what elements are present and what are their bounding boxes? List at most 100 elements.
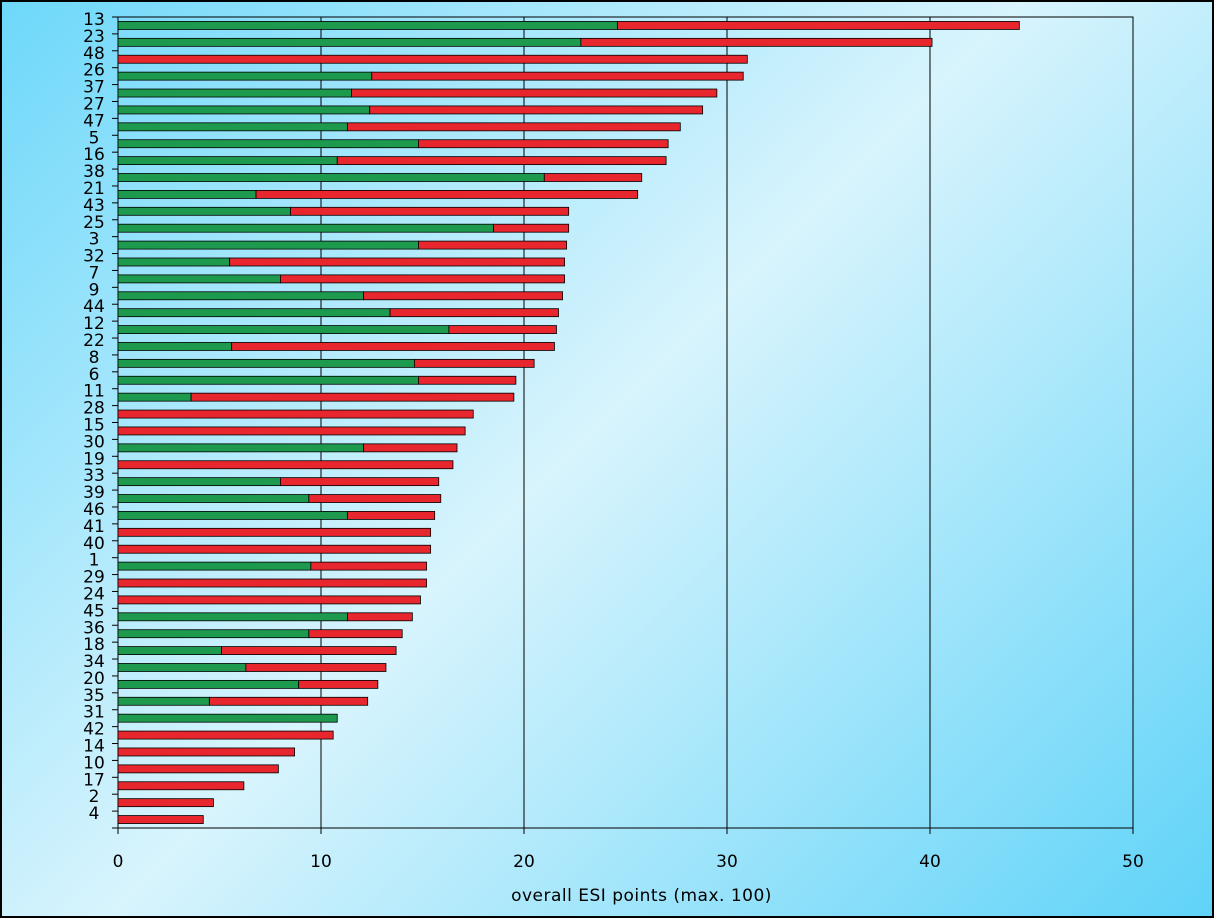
- bar-15-series-2: [117, 426, 466, 436]
- bar-45-series-1: [117, 612, 348, 622]
- bar-44-series-2: [389, 308, 559, 318]
- category-label-39: 39: [83, 483, 105, 503]
- category-label-38: 38: [83, 162, 105, 182]
- bar-21-series-2: [255, 190, 639, 199]
- bar-31-series-1: [117, 713, 338, 723]
- category-label-25: 25: [83, 213, 105, 233]
- bar-27-series-2: [369, 105, 704, 115]
- category-label-41: 41: [83, 517, 105, 537]
- category-label-2: 2: [89, 787, 100, 807]
- bar-39-series-1: [117, 494, 310, 503]
- bar-44-series-1: [117, 308, 391, 318]
- category-label-1: 1: [89, 551, 100, 571]
- bar-19-series-2: [117, 460, 454, 470]
- category-label-14: 14: [83, 737, 105, 757]
- bar-1-series-2: [310, 561, 427, 571]
- category-label-37: 37: [83, 78, 105, 98]
- bar-38-series-2: [543, 173, 643, 182]
- bar-3-series-1: [117, 240, 419, 250]
- bar-12-series-2: [448, 325, 557, 334]
- bar-14-series-2: [117, 747, 296, 757]
- category-label-31: 31: [83, 703, 105, 723]
- bar-45-series-2: [346, 612, 413, 622]
- bar-24-series-2: [117, 595, 421, 605]
- category-label-4: 4: [89, 804, 100, 824]
- bar-5-series-2: [418, 139, 669, 149]
- gridlines: [320, 17, 931, 828]
- category-label-40: 40: [83, 534, 105, 554]
- bar-47-series-1: [117, 122, 348, 132]
- bar-8-series-2: [413, 358, 535, 368]
- x-axis-title: overall ESI points (max. 100): [511, 886, 772, 906]
- category-label-11: 11: [83, 382, 105, 402]
- bar-42-series-2: [117, 730, 334, 740]
- bar-35-series-2: [208, 696, 369, 706]
- bar-23-series-2: [580, 37, 933, 47]
- category-label-24: 24: [83, 584, 105, 604]
- category-label-32: 32: [83, 247, 105, 267]
- bar-34-series-1: [117, 663, 247, 672]
- bar-10-series-2: [117, 764, 279, 774]
- bar-20-series-2: [298, 679, 379, 689]
- x-tick-labels: 0 10 20 30 40 50: [113, 852, 1144, 872]
- bar-48-series-2: [117, 54, 748, 64]
- bar-38-series-1: [117, 173, 545, 182]
- category-label-6: 6: [89, 365, 100, 385]
- bar-47-series-2: [346, 122, 681, 132]
- bar-16-series-1: [117, 156, 338, 166]
- category-label-34: 34: [83, 652, 105, 672]
- category-label-28: 28: [83, 399, 105, 419]
- bar-41-series-2: [117, 527, 432, 537]
- bar-23-series-1: [117, 37, 582, 47]
- category-label-27: 27: [83, 94, 105, 114]
- bar-37-series-2: [351, 88, 718, 98]
- bar-34-series-2: [245, 663, 387, 672]
- category-label-29: 29: [83, 568, 105, 588]
- category-label-7: 7: [89, 263, 100, 283]
- category-label-19: 19: [83, 449, 105, 469]
- bar-25-series-2: [493, 223, 570, 233]
- bar-40-series-2: [117, 544, 432, 554]
- category-label-44: 44: [83, 297, 105, 317]
- category-label-33: 33: [83, 466, 105, 486]
- category-label-16: 16: [83, 145, 105, 165]
- bar-39-series-2: [308, 494, 442, 503]
- category-label-3: 3: [89, 230, 100, 250]
- bar-46-series-2: [346, 511, 436, 520]
- category-label-13: 13: [83, 10, 105, 30]
- bar-9-series-2: [363, 291, 563, 301]
- category-label-48: 48: [83, 44, 105, 64]
- bar-13-series-2: [616, 21, 1020, 30]
- category-label-10: 10: [83, 753, 105, 773]
- bar-32-series-2: [229, 257, 566, 267]
- category-label-21: 21: [83, 179, 105, 199]
- category-label-8: 8: [89, 348, 100, 368]
- bar-30-series-1: [117, 443, 365, 453]
- bar-25-series-1: [117, 223, 494, 233]
- x-tick-label-10: 10: [310, 852, 332, 872]
- bar-13-series-1: [117, 21, 618, 30]
- bar-35-series-1: [117, 696, 210, 706]
- bar-28-series-2: [117, 409, 474, 419]
- x-tick-label-20: 20: [513, 852, 535, 872]
- category-label-36: 36: [83, 618, 105, 638]
- bar-26-series-2: [371, 71, 744, 81]
- bar-2-series-2: [117, 798, 214, 808]
- bar-9-series-1: [117, 291, 365, 301]
- bar-36-series-2: [308, 629, 403, 639]
- category-label-18: 18: [83, 635, 105, 655]
- bar-37-series-1: [117, 88, 352, 98]
- category-label-22: 22: [83, 331, 105, 351]
- bar-1-series-1: [117, 561, 312, 571]
- category-label-35: 35: [83, 686, 105, 706]
- bar-16-series-2: [336, 156, 667, 166]
- bar-32-series-1: [117, 257, 231, 267]
- bar-18-series-1: [117, 646, 222, 655]
- bar-7-series-1: [117, 274, 281, 284]
- category-label-20: 20: [83, 669, 105, 689]
- x-tick-label-30: 30: [716, 852, 738, 872]
- bar-7-series-2: [279, 274, 566, 284]
- plot-border: [117, 16, 1134, 829]
- bar-22-series-1: [117, 342, 233, 351]
